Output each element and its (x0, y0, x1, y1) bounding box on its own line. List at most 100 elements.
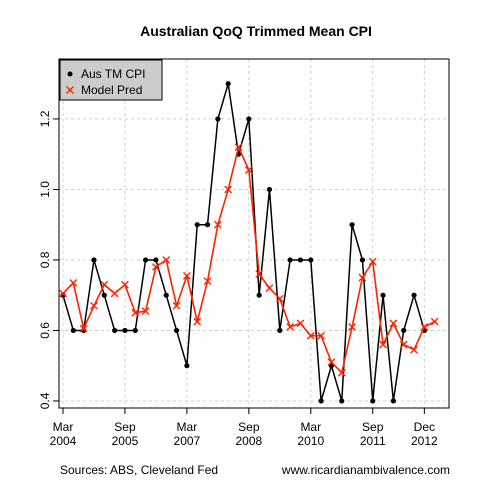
data-point (370, 398, 376, 404)
x-axis: Mar2004Sep2005Mar2007Sep2008Mar2010Sep20… (50, 407, 438, 448)
data-point-x (162, 256, 171, 264)
data-point-x (193, 317, 202, 326)
data-point (266, 186, 273, 193)
y-tick-label: 0.8 (38, 251, 52, 268)
data-point-x (420, 323, 429, 331)
x-tick-label-month: Mar (53, 420, 74, 434)
x-tick-label-month: Sep (238, 420, 260, 434)
legend: Aus TM CPI Model Pred (59, 59, 163, 101)
data-point-x (286, 323, 295, 331)
data-point (163, 292, 169, 298)
data-point (318, 398, 324, 404)
data-point-x (358, 273, 367, 282)
legend-x-icon (66, 86, 74, 94)
data-point-x (410, 345, 418, 354)
data-point (173, 327, 180, 334)
x-tick-label-month: Mar (300, 420, 321, 434)
data-point (411, 292, 417, 298)
data-point-x (213, 220, 222, 229)
data-point (287, 257, 293, 263)
data-point (204, 222, 211, 228)
data-point-x (100, 280, 109, 289)
legend-label-aus-tm-cpi: Aus TM CPI (81, 67, 145, 81)
data-point-x (399, 340, 408, 349)
data-point (132, 327, 138, 334)
x-tick-label-year: 2012 (411, 434, 438, 448)
data-point-x (348, 323, 356, 331)
data-point (184, 363, 190, 369)
data-point (246, 116, 252, 122)
data-point-x (244, 166, 253, 174)
series-aus-tm-cpi (60, 81, 427, 404)
series-layer (59, 81, 439, 404)
legend-box (59, 59, 163, 101)
x-tick-label-year: 2005 (112, 434, 139, 448)
data-point-x (389, 319, 398, 328)
data-point (215, 116, 221, 122)
data-point (297, 257, 304, 263)
y-axis: 0.4 0.6 0.8 1.0 1.2 (38, 110, 60, 409)
data-point (349, 222, 355, 228)
data-point-x (172, 301, 181, 310)
source-note: Sources: ABS, Cleveland Fed (60, 463, 218, 477)
data-point-x (121, 280, 129, 289)
data-point (256, 292, 262, 298)
data-point-x (224, 185, 233, 194)
website-note: www.ricardianambivalence.com (281, 463, 450, 477)
data-point (153, 257, 159, 263)
y-tick-label: 0.6 (38, 322, 52, 339)
series-line (62, 82, 426, 402)
legend-label-model-pred: Model Pred (81, 83, 142, 97)
data-point-x (255, 270, 264, 278)
chart-title: Australian QoQ Trimmed Mean CPI (140, 23, 372, 39)
data-point-x (368, 257, 377, 266)
data-point-x (379, 340, 387, 349)
data-point-x (59, 289, 67, 298)
data-point-x (306, 331, 315, 340)
data-point-x (69, 278, 78, 287)
data-point (70, 327, 76, 334)
x-tick-label-year: 2007 (174, 434, 201, 448)
x-tick-label-month: Mar (177, 420, 198, 434)
data-point-x (430, 317, 439, 326)
y-tick-label: 0.4 (38, 392, 52, 409)
data-point (339, 398, 345, 404)
plot-frame (58, 58, 450, 409)
data-point-x (327, 358, 336, 367)
data-point-x (234, 143, 243, 152)
x-tick-label-month: Sep (114, 420, 136, 434)
data-point-x (131, 308, 140, 317)
series-model-pred (59, 143, 439, 377)
data-point-x (275, 294, 284, 303)
data-point-x (141, 307, 150, 315)
data-point-x (296, 319, 305, 328)
y-tick-label: 1.2 (38, 110, 52, 127)
data-point-x (110, 289, 119, 298)
data-point-x (90, 301, 98, 310)
x-tick-label-year: 2011 (360, 434, 386, 448)
data-point-x (203, 277, 212, 285)
data-point-x (337, 368, 346, 377)
data-point (380, 292, 386, 298)
x-tick-label-month: Dec (414, 420, 435, 434)
data-point (308, 257, 314, 263)
data-point (101, 292, 107, 298)
data-point (91, 257, 97, 263)
x-tick-label-year: 2004 (50, 434, 77, 448)
data-point (142, 257, 149, 263)
x-tick-label-year: 2010 (297, 434, 324, 448)
data-point-x (182, 271, 191, 280)
data-point (390, 398, 396, 404)
data-point (122, 327, 128, 334)
data-point-x (152, 263, 160, 271)
grid (59, 59, 449, 408)
data-point (112, 327, 118, 334)
data-point (277, 327, 283, 334)
data-point (401, 327, 407, 334)
data-point (359, 257, 366, 263)
data-point (194, 222, 200, 228)
y-tick-label: 1.0 (38, 181, 52, 198)
x-tick-label-year: 2008 (235, 434, 262, 448)
data-point-x (265, 284, 274, 293)
